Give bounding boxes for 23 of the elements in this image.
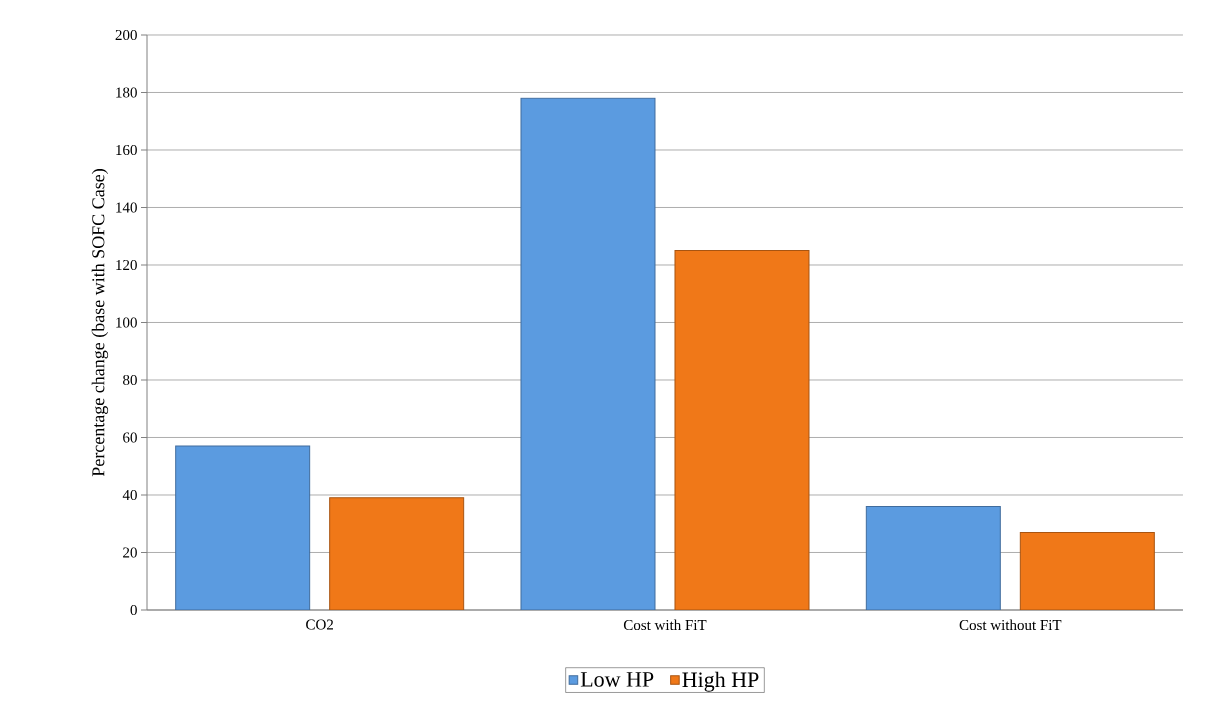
y-tick-label: 120 <box>116 259 137 271</box>
legend-label: Low HP <box>580 672 654 687</box>
bar <box>329 497 465 610</box>
y-tick-label: 0 <box>130 604 137 616</box>
y-tick-label: 60 <box>123 432 137 443</box>
y-tick-label: 160 <box>116 144 137 156</box>
x-tick-label: Cost without FiT <box>959 619 1062 631</box>
x-tick-label: Cost with FiT <box>623 619 707 631</box>
bar <box>674 250 810 610</box>
bar <box>520 97 656 610</box>
y-tick-label: 200 <box>115 29 137 41</box>
y-tick-label: 80 <box>123 374 137 386</box>
bar <box>175 445 311 610</box>
y-axis-title: Percentage change (base with SOFC Case) <box>91 169 109 477</box>
y-tick-label: 180 <box>116 87 137 98</box>
y-tick-label: 100 <box>116 317 137 328</box>
y-tick-label: 40 <box>122 489 137 501</box>
x-tick-label: CO2 <box>306 619 333 630</box>
bar <box>1019 531 1155 610</box>
bar <box>865 506 1001 610</box>
y-tick-label: 20 <box>123 547 137 558</box>
y-tick-label: 140 <box>116 202 137 213</box>
legend-label: High HP <box>682 671 759 692</box>
